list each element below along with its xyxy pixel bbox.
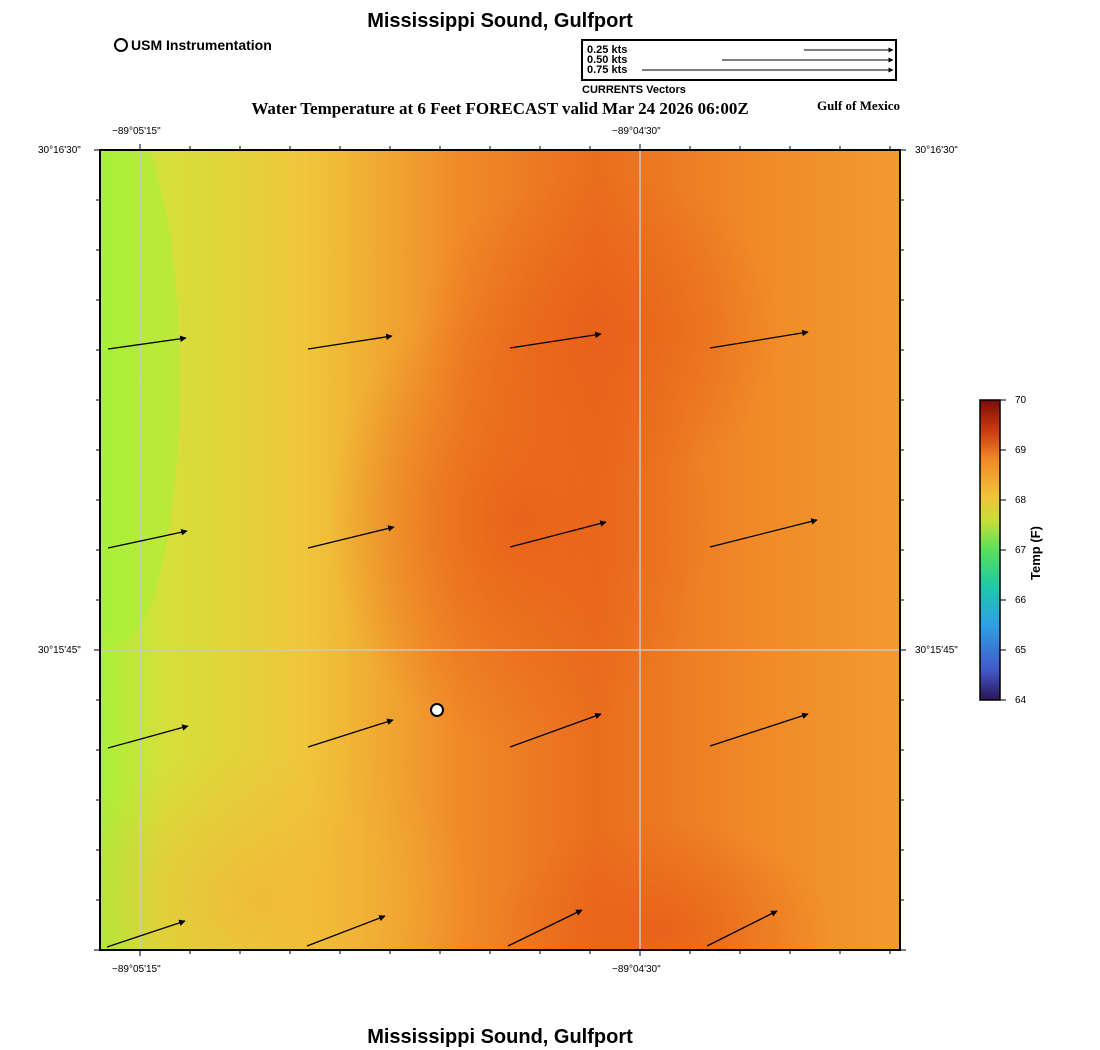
colorbar-tick-label: 67 bbox=[1015, 545, 1027, 556]
vector-scale-label: 0.25 kts bbox=[587, 44, 628, 56]
x-tick-label-bottom: −89°04'30" bbox=[612, 964, 661, 975]
colorbar bbox=[979, 399, 1006, 701]
frame-ticks bbox=[94, 144, 906, 956]
temperature-field bbox=[100, 150, 900, 950]
y-tick-label-right: 30°15'45" bbox=[915, 645, 958, 656]
map-title: Water Temperature at 6 Feet FORECAST val… bbox=[251, 99, 749, 118]
y-tick-label-right: 30°16'30" bbox=[915, 145, 958, 156]
colorbar-tick-label: 69 bbox=[1015, 445, 1027, 456]
map-gridlines bbox=[100, 150, 900, 950]
vector-scale-arrows bbox=[642, 47, 894, 73]
vectors-caption: CURRENTS Vectors bbox=[582, 84, 686, 96]
current-vector bbox=[107, 335, 187, 350]
vector-scale-label: 0.75 kts bbox=[587, 64, 628, 76]
station-legend: USM Instrumentation bbox=[114, 37, 272, 53]
x-tick-label-top: −89°04'30" bbox=[612, 126, 661, 137]
colorbar-tick-label: 65 bbox=[1015, 645, 1027, 656]
region-label: Gulf of Mexico bbox=[816, 98, 900, 113]
y-tick-label-left: 30°16'30" bbox=[38, 145, 81, 156]
current-vector bbox=[509, 331, 602, 349]
colorbar-tick-label: 70 bbox=[1015, 395, 1027, 406]
station-legend-label: USM Instrumentation bbox=[131, 37, 272, 53]
colorbar-title: Temp (F) bbox=[1028, 526, 1043, 580]
current-vector bbox=[709, 518, 818, 548]
current-vector bbox=[307, 525, 395, 549]
vector-scale-label: 0.50 kts bbox=[587, 54, 628, 66]
current-vector bbox=[107, 724, 189, 749]
current-vector bbox=[507, 909, 583, 947]
current-vector bbox=[106, 919, 186, 948]
current-vector bbox=[509, 712, 602, 748]
current-vector bbox=[709, 712, 809, 747]
current-vector bbox=[706, 910, 778, 947]
current-vector bbox=[307, 718, 394, 748]
y-tick-label-left: 30°15'45" bbox=[38, 645, 81, 656]
current-vector bbox=[307, 333, 393, 350]
current-vectors bbox=[106, 329, 818, 948]
station-marker-icon bbox=[430, 703, 444, 717]
vector-scale-box: 0.25 kts 0.50 kts 0.75 kts bbox=[581, 39, 897, 81]
x-tick-label-bottom: −89°05'15" bbox=[112, 964, 161, 975]
current-vector bbox=[306, 915, 386, 947]
colorbar-tick-label: 68 bbox=[1015, 495, 1027, 506]
station-marker-icon bbox=[114, 38, 128, 52]
footer-title: Mississippi Sound, Gulfport bbox=[367, 1026, 633, 1048]
colorbar-tick-label: 66 bbox=[1015, 595, 1027, 606]
current-vector bbox=[709, 329, 809, 349]
page-title: Mississippi Sound, Gulfport bbox=[367, 10, 633, 32]
x-tick-label-top: −89°05'15" bbox=[112, 126, 161, 137]
current-vector bbox=[107, 529, 188, 549]
current-vector bbox=[509, 520, 607, 548]
colorbar-tick-label: 64 bbox=[1015, 695, 1027, 706]
